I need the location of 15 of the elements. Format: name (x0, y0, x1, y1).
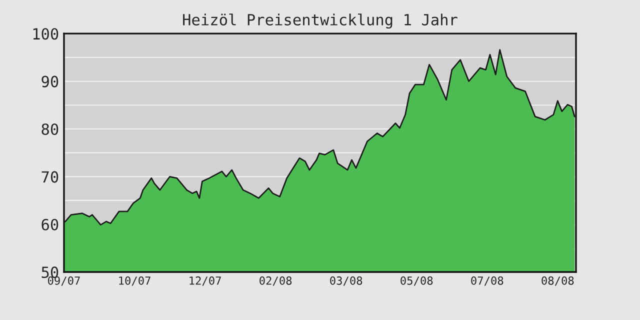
x-tick-label: 12/07 (190, 276, 221, 286)
x-tick-label: 07/08 (471, 276, 504, 286)
x-tick-label: 10/07 (119, 276, 150, 286)
y-tick-label: 50 (42, 266, 58, 278)
y-tick-label: 60 (42, 218, 58, 230)
y-tick-label: 90 (42, 76, 58, 88)
y-tick-label: 100 (33, 28, 58, 40)
x-tick-label: 03/08 (330, 276, 362, 286)
y-tick-label: 70 (42, 171, 58, 183)
x-tick-label: 09/07 (48, 276, 80, 286)
x-tick-label: 08/08 (542, 276, 574, 286)
chart-title: Heizöl Preisentwicklung 1 Jahr (183, 14, 458, 29)
x-tick-label: 05/08 (400, 276, 433, 286)
y-tick-label: 80 (42, 123, 58, 136)
x-tick-label: 02/08 (260, 276, 292, 286)
